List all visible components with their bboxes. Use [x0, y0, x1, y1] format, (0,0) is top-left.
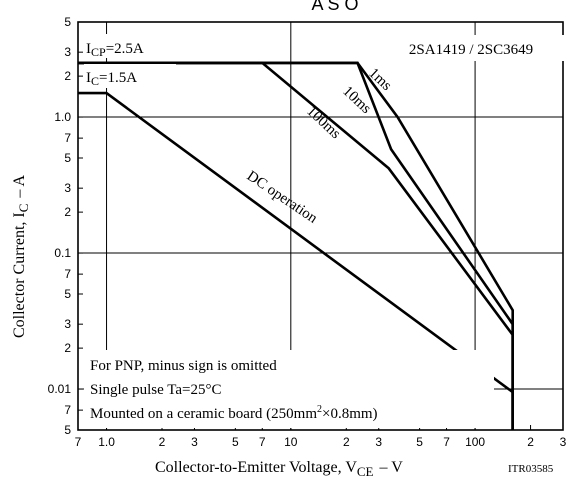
x-tick-label: 5: [232, 435, 239, 449]
y-axis-title: Collector Current, IC– A: [11, 174, 31, 338]
x-tick-label: 7: [259, 435, 266, 449]
x-tick-label: 3: [191, 435, 198, 449]
y-tick-label: 7: [64, 403, 71, 417]
y-tick-label: 5: [64, 423, 71, 437]
tick-labels-layer: 7 1.0 2 3 5 7 10 2 3 5 7 100 2 35321.075320.175320.01…: [48, 15, 567, 449]
y-tick-label: 3: [64, 45, 71, 59]
figure-code: ITR03585: [508, 463, 554, 475]
y-tick-label: 5: [64, 151, 71, 165]
notes-bg: [84, 350, 494, 428]
note-mounting: Mounted on a ceramic board (250mm2×0.8mm…: [90, 404, 378, 422]
x-tick-label: 2: [527, 435, 534, 449]
series-label-1ms: 1ms: [365, 65, 394, 94]
note-pnp: For PNP, minus sign is omitted: [90, 358, 277, 374]
part-number-box: [378, 35, 568, 61]
series-label-dc: DC operation: [244, 168, 321, 227]
x-tick-label: 7: [75, 435, 82, 449]
x-tick-label: 100: [465, 435, 485, 449]
x-tick-label: 3: [560, 435, 567, 449]
x-tick-label: 5: [416, 435, 423, 449]
y-tick-label: 5: [64, 15, 71, 29]
x-axis-title: Collector-to-Emitter Voltage, VCE – V: [155, 459, 403, 479]
y-tick-label: 2: [64, 341, 71, 355]
chart-title: A S O: [311, 0, 358, 14]
series-label-10ms: 10ms: [339, 83, 374, 117]
curves-layer: [78, 61, 515, 430]
icp-label-bg: [84, 34, 176, 58]
x-tick-label: 1.0: [98, 435, 115, 449]
y-tick-label: 3: [64, 181, 71, 195]
series-label-100ms: 100ms: [303, 103, 343, 142]
series-line-3: [78, 61, 515, 430]
y-tick-label: 7: [64, 267, 71, 281]
part-number: 2SA1419 / 2SC3649: [409, 42, 533, 58]
x-tick-label: 7: [443, 435, 450, 449]
x-tick-label: 10: [284, 435, 298, 449]
x-tick-label: 3: [375, 435, 382, 449]
y-tick-label: 1.0: [54, 110, 71, 124]
series-line-4: [78, 91, 515, 430]
y-tick-label: 3: [64, 317, 71, 331]
ic-label-bg: [84, 64, 176, 88]
y-tick-label: 5: [64, 287, 71, 301]
y-tick-label: 2: [64, 69, 71, 83]
x-tick-label: 2: [159, 435, 166, 449]
y-tick-label: 7: [64, 131, 71, 145]
y-tick-label: 2: [64, 205, 71, 219]
icp-limit-label: ICP=2.5A: [86, 41, 144, 59]
y-tick-label: 0.1: [54, 246, 71, 260]
ic-limit-label: IC=1.5A: [86, 70, 137, 88]
plot-frame: [77, 21, 564, 431]
y-tick-label: 0.01: [48, 382, 72, 396]
note-pulse: Single pulse Ta=25°C: [90, 382, 221, 398]
x-tick-label: 2: [343, 435, 350, 449]
